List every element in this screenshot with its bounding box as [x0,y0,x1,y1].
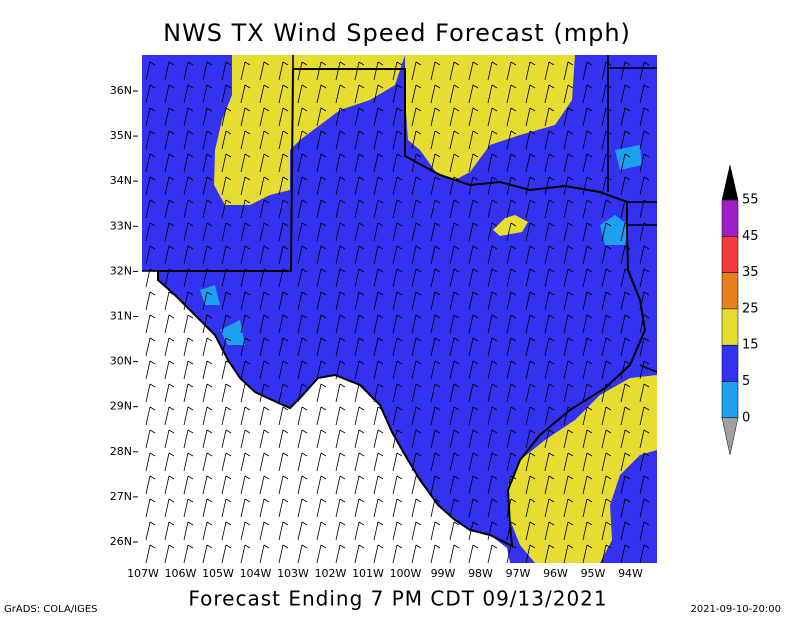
longitude-label: 98W [468,567,493,580]
timestamp: 2021-09-10-20:00 [690,604,781,615]
colorbar-label: 45 [742,229,759,244]
credit: GrADS: COLA/IGES [4,604,98,615]
colorbar-cell [721,236,739,273]
longitude-label: 100W [390,567,422,580]
colorbar-cell [721,308,739,346]
longitude-label: 97W [506,567,531,580]
colorbar-cell [721,381,739,419]
colorbar-label: 5 [742,374,750,389]
longitude-label: 96W [543,567,568,580]
latitude-label: 36N [110,84,132,97]
latitude-label: 26N [110,535,132,548]
longitude-label: 104W [240,567,272,580]
longitude-label: 102W [315,567,347,580]
longitude-label: 107W [127,567,159,580]
longitude-axis: 107W 106W 105W 104W 103W 102W 101W 100W 99W 98W 97… [127,567,643,580]
longitude-label: 103W [277,567,309,580]
latitude-label: 30N [110,355,132,368]
longitude-label: 101W [352,567,384,580]
latitude-label: 29N [110,400,132,413]
colorbar-label: 0 [742,410,750,425]
latitude-label: 33N [110,219,132,232]
state-borders [142,55,658,373]
colorbar-cell [721,344,739,382]
longitude-label: 105W [202,567,234,580]
longitude-label: 106W [165,567,197,580]
colorbar-label: 15 [742,338,759,353]
longitude-label: 94W [618,567,643,580]
mexico-mask [142,55,510,563]
map [142,55,658,564]
longitude-label: 95W [581,567,606,580]
latitude-label: 35N [110,129,132,142]
colorbar-cap [721,417,739,455]
latitude-label: 27N [110,490,132,503]
subtitle: Forecast Ending 7 PM CDT 09/13/2021 [188,587,607,611]
colorbar-label: 35 [742,265,759,280]
latitude-label: 32N [110,264,132,277]
latitude-axis: 36N 35N 34N 33N 32N 31N 30N 29N 28N 27N 26N [110,84,138,548]
latitude-label: 31N [110,310,132,323]
colorbar-cell [721,199,739,237]
colorbar-cap [721,164,739,201]
colorbar-label: 25 [742,301,759,316]
texas-border [157,68,647,548]
latitude-label: 28N [110,445,132,458]
colorbar-cell [721,272,739,310]
longitude-label: 99W [431,567,456,580]
map-title: NWS TX Wind Speed Forecast (mph) [163,19,631,47]
colorbar-label: 55 [742,193,759,208]
latitude-label: 34N [110,174,132,187]
colorbar: 55 45 35 25 15 5 0 [721,164,759,455]
wind-barbs [145,61,650,564]
